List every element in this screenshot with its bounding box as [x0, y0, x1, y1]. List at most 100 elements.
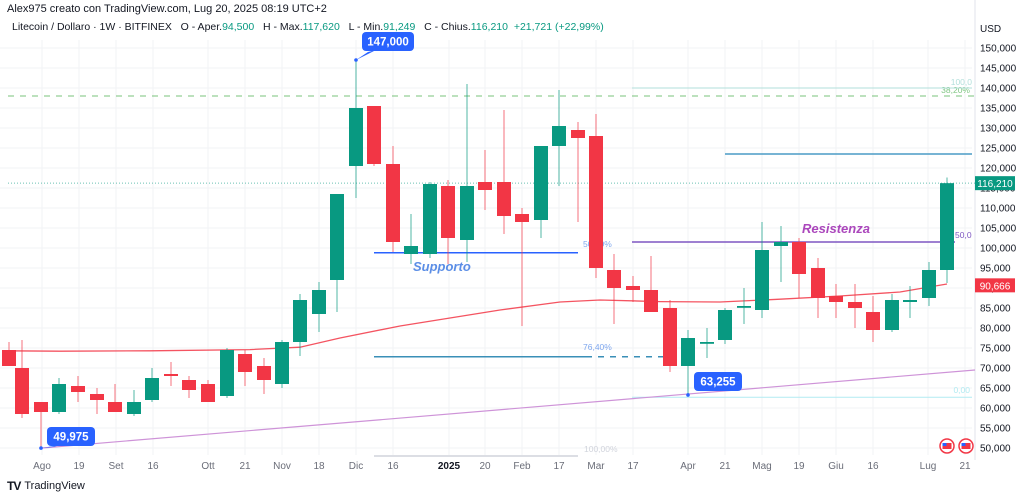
candle-up[interactable] [922, 270, 936, 298]
candle-down[interactable] [34, 402, 48, 412]
candle-down[interactable] [238, 354, 252, 372]
candle-up[interactable] [903, 300, 917, 302]
candle-down[interactable] [257, 366, 271, 380]
time-tick-label: 21 [719, 461, 731, 472]
symbol-name[interactable]: Litecoin / Dollaro · 1W · BITFINEX [12, 21, 172, 33]
candle-down[interactable] [607, 270, 621, 288]
time-tick-label: 16 [147, 461, 159, 472]
candle-down[interactable] [663, 308, 677, 366]
candle-up[interactable] [52, 384, 66, 412]
candle-down[interactable] [792, 242, 806, 274]
candle-down[interactable] [367, 106, 381, 164]
price-tick-label: 65,000 [980, 384, 1011, 395]
candle-up[interactable] [737, 306, 751, 308]
fib-764-label: 76,40% [583, 342, 612, 352]
candle-up[interactable] [423, 184, 437, 254]
open-label: O - Aper. [180, 21, 223, 33]
symbol-legend: Litecoin / Dollaro · 1W · BITFINEX O - A… [12, 21, 604, 33]
candle-up[interactable] [404, 246, 418, 254]
time-tick-label: 19 [793, 461, 805, 472]
candle-down[interactable] [497, 182, 511, 216]
open-value: 94,500 [222, 21, 255, 33]
candle-down[interactable] [811, 268, 825, 298]
candle-down[interactable] [386, 164, 400, 242]
candle-up[interactable] [700, 342, 714, 344]
time-tick-label: 21 [959, 461, 971, 472]
candle-down[interactable] [182, 380, 196, 390]
candle-up[interactable] [127, 402, 141, 414]
price-tick-label: 120,000 [980, 164, 1017, 175]
candle-up[interactable] [145, 378, 159, 400]
high-callout-anchor [354, 58, 358, 62]
candle-up[interactable] [774, 242, 788, 246]
candle-up[interactable] [460, 186, 474, 240]
candle-down[interactable] [201, 384, 215, 402]
us-economic-event-icon[interactable] [958, 438, 974, 454]
close-value: 116,210 [470, 21, 508, 33]
time-tick-label: Lug [920, 461, 937, 472]
moving-average-line[interactable] [4, 283, 948, 352]
trendline[interactable] [40, 369, 976, 449]
tradingview-footer[interactable]: TV TradingView [7, 479, 85, 493]
low-callout-text: 49,975 [53, 432, 89, 444]
candle-down[interactable] [589, 136, 603, 268]
time-tick-label: Mag [752, 461, 771, 472]
candle-down[interactable] [2, 350, 16, 366]
candle-down[interactable] [848, 302, 862, 308]
support-label: Supporto [413, 259, 471, 274]
candle-down[interactable] [478, 182, 492, 190]
candle-up[interactable] [552, 126, 566, 146]
candle-up[interactable] [534, 146, 548, 220]
candle-down[interactable] [164, 374, 178, 376]
candle-down[interactable] [441, 186, 455, 238]
candle-down[interactable] [71, 386, 85, 392]
price-tick-label: 55,000 [980, 424, 1011, 435]
candle-up[interactable] [681, 338, 695, 366]
fib-100-top-label: 100,0 [951, 77, 973, 87]
candle-up[interactable] [220, 350, 234, 396]
low-callout[interactable] [47, 427, 95, 446]
low-value: 91,249 [383, 21, 416, 33]
candle-down[interactable] [866, 312, 880, 330]
price-tick-label: 150,000 [980, 44, 1017, 55]
candle-down[interactable] [90, 394, 104, 400]
high-callout-text: 147,000 [367, 37, 409, 49]
candle-up[interactable] [885, 300, 899, 330]
us-economic-event-icon[interactable] [939, 438, 955, 454]
time-tick-label: Apr [680, 461, 696, 472]
time-tick-label: 17 [553, 461, 565, 472]
candle-up[interactable] [718, 310, 732, 340]
candle-up[interactable] [293, 300, 307, 342]
candle-up[interactable] [940, 183, 954, 270]
candle-down[interactable] [515, 214, 529, 222]
price-tick-label: 100,000 [980, 244, 1017, 255]
candle-up[interactable] [330, 194, 344, 280]
price-tick-label: 110,000 [980, 204, 1016, 215]
high-callout[interactable] [362, 32, 414, 51]
candle-down[interactable] [829, 296, 843, 302]
time-tick-label: 21 [239, 461, 251, 472]
time-tick-label: Nov [273, 461, 291, 472]
candle-up[interactable] [275, 342, 289, 384]
candle-down[interactable] [15, 368, 29, 414]
time-tick-label: Mar [587, 461, 605, 472]
candle-up[interactable] [349, 108, 363, 166]
currency-label[interactable]: USD [980, 24, 1002, 35]
candle-down[interactable] [626, 286, 640, 290]
mid-low-callout[interactable] [694, 372, 742, 391]
candle-down[interactable] [108, 402, 122, 412]
time-tick-label: 18 [313, 461, 325, 472]
mid-low-callout-pointer [688, 390, 708, 395]
time-tick-label: 16 [867, 461, 879, 472]
candles[interactable] [2, 60, 954, 449]
high-value: 117,620 [302, 21, 340, 33]
chart-credit: Alex975 creato con TradingView.com, Lug … [7, 3, 327, 15]
price-tick-label: 50,000 [980, 444, 1011, 455]
candle-down[interactable] [571, 130, 585, 138]
candle-up[interactable] [755, 250, 769, 310]
fib-382-label: 38,20% [941, 85, 970, 95]
candle-down[interactable] [644, 290, 658, 312]
candle-up[interactable] [312, 290, 326, 314]
price-tick-label: 130,000 [980, 124, 1017, 135]
